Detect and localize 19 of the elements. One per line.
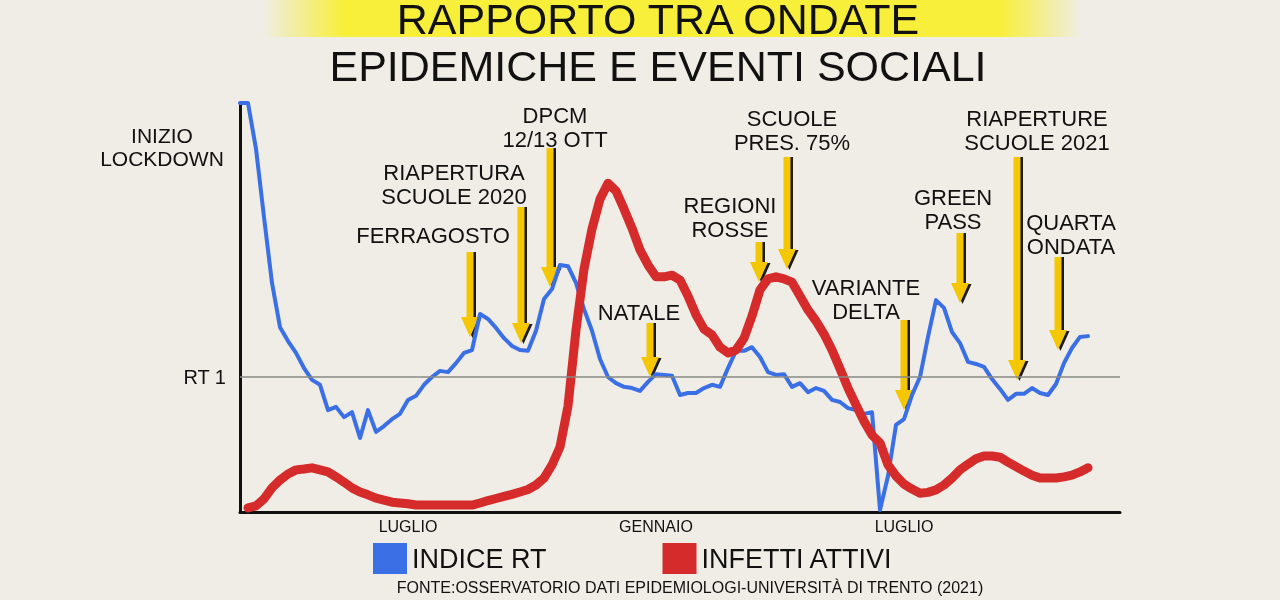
annotation: GREEN PASS [913,185,993,234]
annotation: REGIONI ROSSE [683,193,777,242]
annotation: NATALE [597,300,681,325]
legend-label: INDICE RT [412,543,547,574]
annotation: QUARTA ONDATA [1026,210,1116,259]
x-tick-label: LUGLIO [378,517,438,535]
annotation: RIAPERTURA SCUOLE 2020 [381,160,527,209]
annotation: VARIANTE DELTA [811,275,921,324]
chart-title: RAPPORTO TRA ONDATE EPIDEMICHE E EVENTI SOCIALI [329,0,987,90]
ref-line-label: RT 1 [183,366,226,389]
annotation: FERRAGOSTO [356,223,510,248]
legend-label: INFETTI ATTIVI [701,543,892,574]
annotation: DPCM 12/13 OTT [502,103,608,152]
annotation: RIAPERTURE SCUOLE 2021 [964,106,1110,155]
x-tick-label: LUGLIO [874,517,934,535]
x-tick-label: GENNAIO [619,517,693,535]
source-note: FONTE:OSSERVATORIO DATI EPIDEMIOLOGI-UNIVERSITÀ DI TRENTO (2021) [395,579,985,597]
text: INIZIO LOCKDOWN [100,124,224,170]
annotation: SCUOLE PRES. 75% [733,106,851,155]
